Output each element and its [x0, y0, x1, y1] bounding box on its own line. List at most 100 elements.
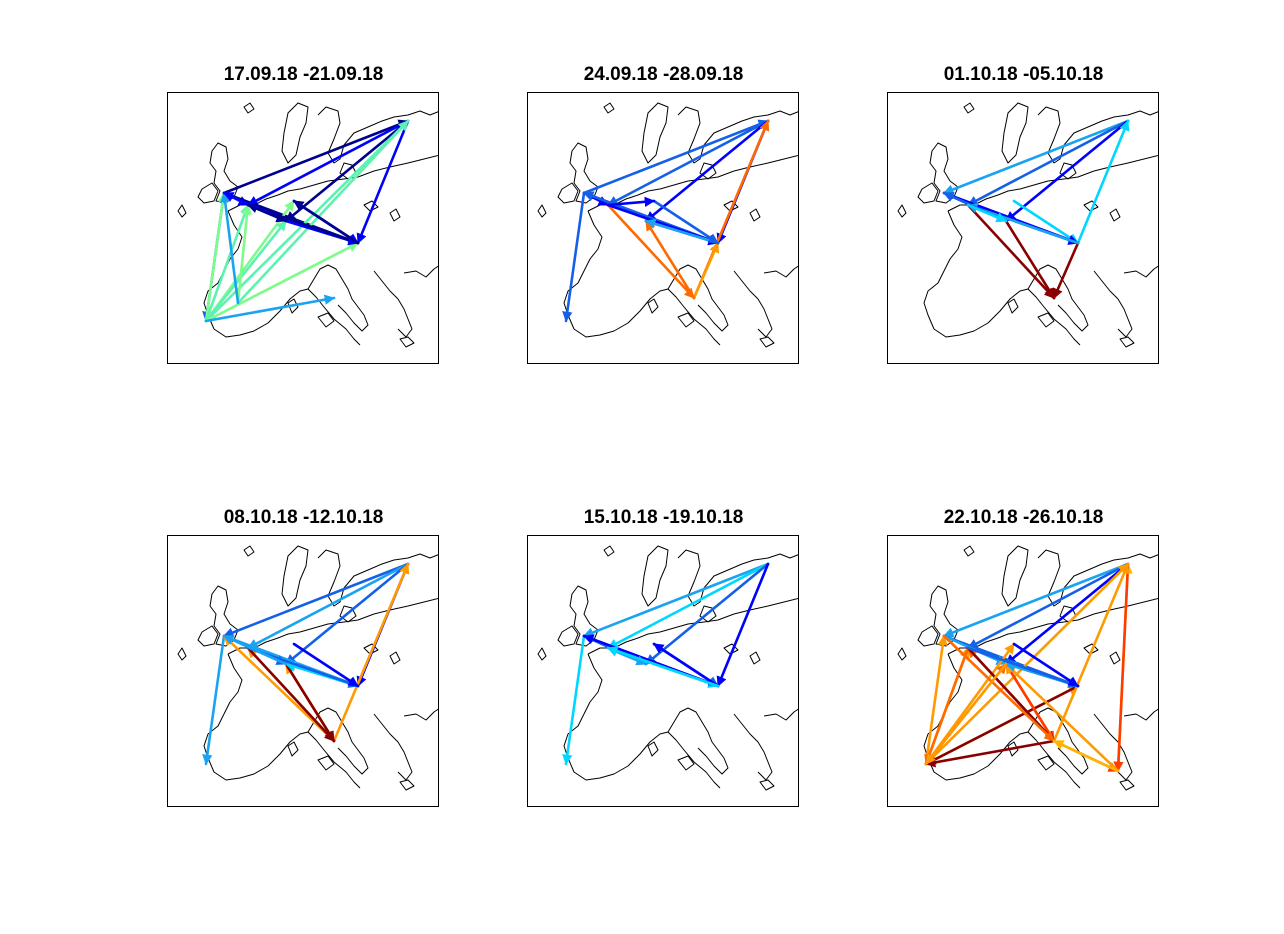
coastline-segment	[1123, 265, 1158, 278]
coastline-segment	[399, 336, 415, 348]
coastline-segment	[281, 545, 309, 607]
flow-arrow	[652, 199, 720, 245]
coastline-segment	[557, 625, 579, 647]
coastline-segment	[197, 182, 219, 204]
flow-arrow	[246, 119, 410, 207]
coastline-segment	[917, 182, 939, 204]
map-frame	[167, 92, 439, 364]
coastline-segment	[723, 643, 739, 655]
coastline-segment	[373, 713, 413, 781]
europe-map	[897, 102, 1158, 348]
coastline-segment	[699, 162, 717, 180]
flow-arrow	[284, 662, 336, 743]
coastline-segment	[243, 545, 255, 557]
coastline-segment	[1083, 200, 1099, 212]
flow-arrow	[202, 634, 226, 766]
flow-arrow	[284, 119, 410, 223]
coastline-segment	[563, 210, 721, 346]
coastline-segment	[963, 102, 975, 114]
flow-arrow	[332, 562, 410, 743]
flow-arrow	[1113, 562, 1130, 773]
flow-arrow	[562, 191, 586, 323]
coastline-segment	[203, 210, 361, 346]
coastline-segment	[759, 779, 775, 791]
panel-title: 22.10.18 -26.10.18	[943, 507, 1104, 528]
panel-title: 01.10.18 -05.10.18	[943, 64, 1104, 85]
coastline-segment	[177, 204, 187, 218]
flow-arrows	[924, 562, 1133, 773]
coastline-segment	[1109, 651, 1121, 665]
coastline-segment	[1093, 270, 1133, 338]
europe-map	[537, 545, 798, 791]
map-frame	[527, 535, 799, 807]
coastline-segment	[399, 779, 415, 791]
flow-arrow	[582, 562, 770, 638]
coastline-segment	[897, 647, 907, 661]
coastline-segment	[763, 265, 798, 278]
coastline-segment	[389, 651, 401, 665]
flow-arrow	[246, 646, 336, 743]
coastline-segment	[759, 336, 775, 348]
coastline-segment	[923, 653, 1081, 789]
coastline-segment	[763, 708, 798, 721]
coastline-segment	[1083, 643, 1099, 655]
flow-arrow	[1004, 119, 1130, 223]
coastline-segment	[1001, 545, 1029, 607]
coastline-segment	[733, 713, 773, 781]
coastline-segment	[641, 545, 669, 607]
flow-arrow	[356, 119, 410, 245]
panel-title: 17.09.18 -21.09.18	[223, 64, 384, 85]
flow-arrow	[582, 119, 770, 195]
flow-arrow	[236, 203, 253, 305]
flow-arrow	[246, 203, 288, 223]
flow-arrow	[924, 739, 1056, 768]
europe-map	[177, 545, 438, 791]
coastline	[537, 545, 798, 791]
flow-arrow	[204, 241, 360, 323]
flow-arrow	[204, 294, 336, 323]
flow-arrow	[942, 562, 1130, 638]
coastline-segment	[1059, 162, 1077, 180]
flow-arrow	[1052, 241, 1080, 300]
flow-arrow	[644, 218, 720, 245]
coastline-segment	[1109, 208, 1121, 222]
flow-arrow	[220, 191, 240, 305]
map-panel-2: 24.09.18 -28.09.18	[527, 64, 800, 366]
flow-arrow	[562, 634, 586, 766]
coastline-segment	[749, 208, 761, 222]
map-panel-4: 08.10.18 -12.10.18	[167, 507, 440, 809]
coastline	[177, 102, 438, 348]
flow-arrow	[1004, 662, 1056, 743]
coastline-segment	[1027, 707, 1089, 775]
coastline-segment	[1119, 779, 1135, 791]
coastline-segment	[677, 106, 798, 164]
coastline-segment	[1123, 708, 1158, 721]
flow-arrow	[606, 562, 770, 650]
flow-arrow	[966, 203, 1008, 223]
europe-map	[537, 102, 798, 348]
coastline-segment	[603, 545, 615, 557]
flow-arrow	[716, 562, 770, 688]
flow-arrow	[606, 119, 770, 207]
map-panel-6: 22.10.18 -26.10.18	[887, 507, 1160, 809]
coastline-segment	[587, 154, 798, 212]
flow-arrows	[942, 119, 1130, 300]
flow-arrow	[1052, 562, 1130, 743]
flow-arrow	[292, 642, 360, 688]
coastline-segment	[1007, 741, 1019, 757]
coastline-segment	[317, 549, 438, 607]
coastline-segment	[897, 204, 907, 218]
flow-arrow	[966, 646, 1080, 688]
flow-arrow	[966, 646, 1056, 743]
coastline-segment	[1037, 312, 1055, 328]
coastline-segment	[537, 647, 547, 661]
coastline-segment	[1093, 713, 1133, 781]
coastline-segment	[317, 755, 335, 771]
coastline-segment	[699, 605, 717, 623]
coastline-segment	[287, 298, 299, 314]
flow-arrow	[924, 646, 970, 766]
flow-arrow	[942, 634, 1056, 743]
coastline-segment	[373, 270, 413, 338]
coastline-segment	[667, 707, 729, 775]
flow-arrows	[562, 562, 770, 766]
